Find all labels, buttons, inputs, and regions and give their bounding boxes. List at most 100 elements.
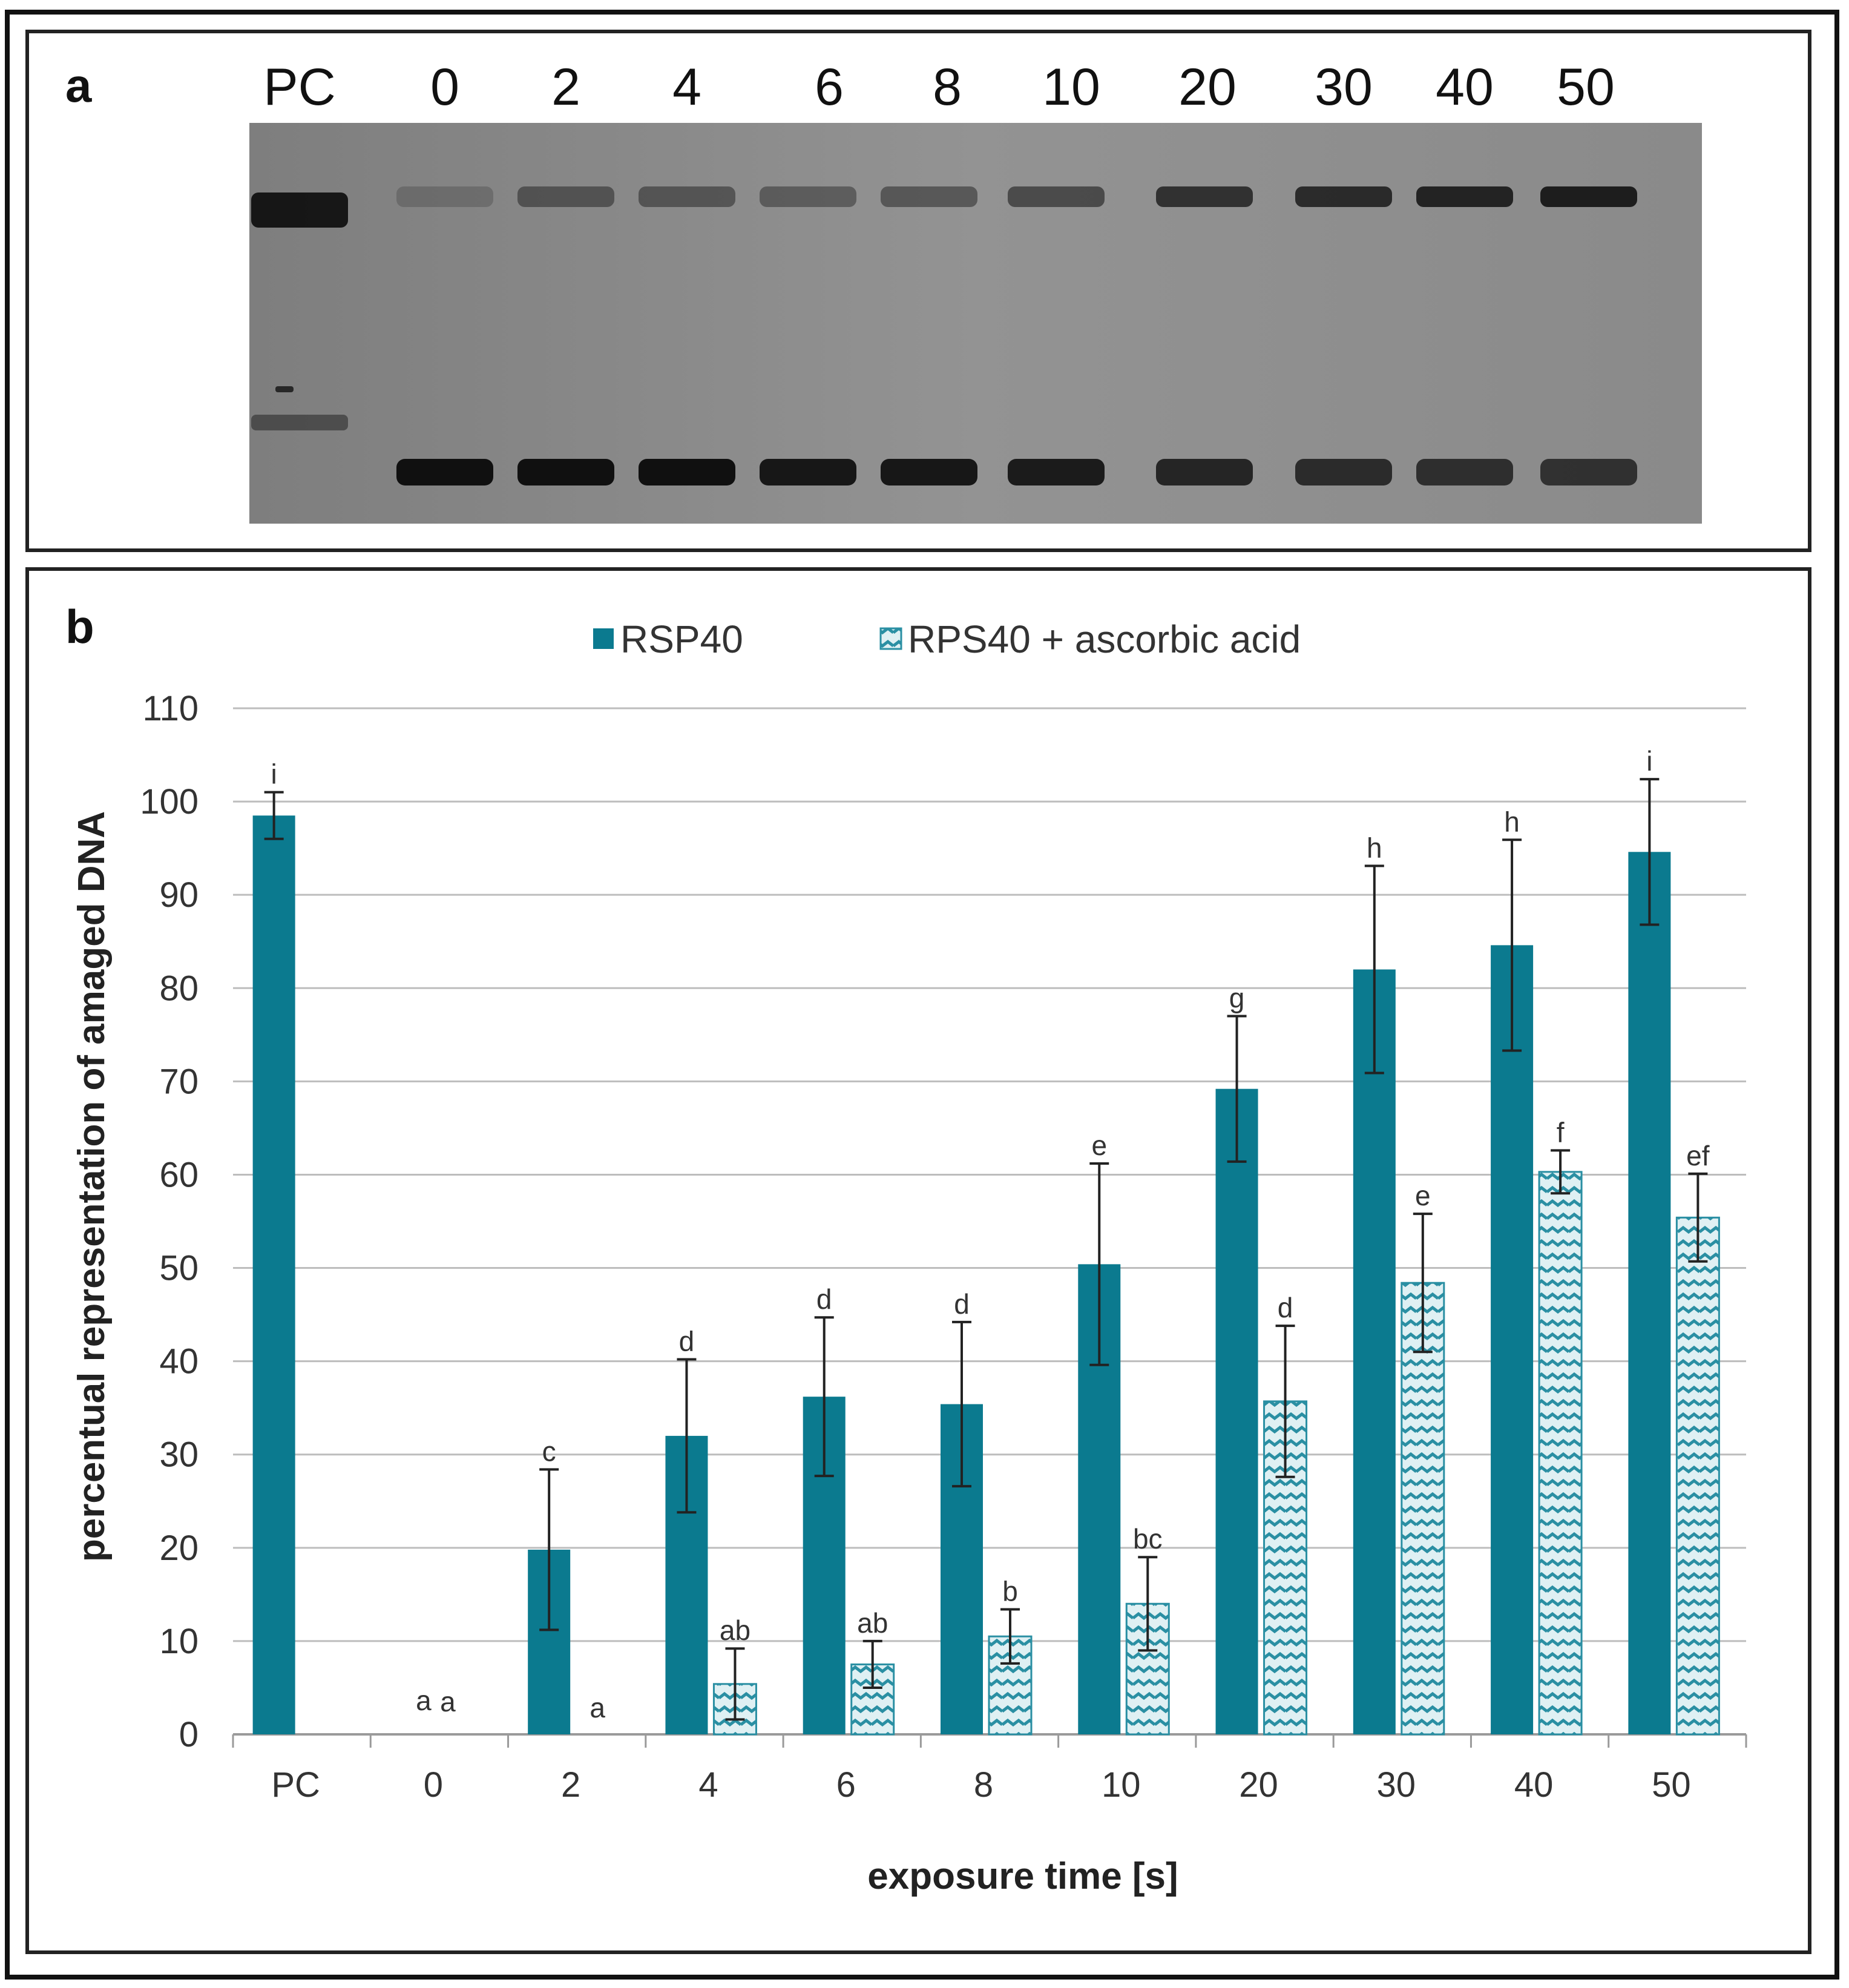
significance-label: g xyxy=(1229,982,1245,1014)
gel-band-upper xyxy=(1416,186,1513,207)
x-tick-label: 6 xyxy=(836,1765,856,1805)
gel-band-upper xyxy=(1540,186,1637,207)
significance-label: ef xyxy=(1686,1140,1710,1171)
significance-label: h xyxy=(1367,832,1382,863)
gel-bands xyxy=(251,186,1637,485)
gel-lane-label: 40 xyxy=(1436,58,1494,116)
significance-label: ab xyxy=(720,1614,750,1646)
x-tick-label: 8 xyxy=(974,1765,993,1805)
significance-label: d xyxy=(816,1283,832,1315)
legend: RSP40 RPS40 + ascorbic acid xyxy=(593,617,1301,661)
gel-band-lower xyxy=(1540,459,1637,485)
significance-label: h xyxy=(1504,806,1520,837)
significance-label: b xyxy=(1002,1576,1018,1607)
x-axis-title: exposure time [s] xyxy=(867,1855,1178,1897)
y-axis-title: percentual representation of amaged DNA xyxy=(71,811,113,1562)
legend-swatch-rps40-ascorbic xyxy=(879,627,902,650)
gel-band-lower xyxy=(251,415,348,430)
panel-a: a PC 0 2 4 6 8 10 20 30 40 50 xyxy=(25,30,1811,552)
gel-lane-label: 8 xyxy=(933,58,962,116)
y-tick-label: 0 xyxy=(179,1715,199,1754)
gel-lane-label: PC xyxy=(263,58,335,116)
gel-band-lower xyxy=(517,459,614,485)
x-tick-label: 40 xyxy=(1514,1765,1554,1805)
gel-band-lower xyxy=(1416,459,1513,485)
gel-band-lower xyxy=(396,459,493,485)
gel-band-lower xyxy=(881,459,977,485)
bar-rps40-ascorbic xyxy=(1675,1216,1720,1736)
x-tick-label: 0 xyxy=(424,1765,443,1805)
legend-label-rps40-ascorbic: RPS40 + ascorbic acid xyxy=(908,617,1301,661)
y-tick-label: 50 xyxy=(159,1249,199,1288)
gel-band-lower xyxy=(1156,459,1253,485)
significance-label: a xyxy=(440,1686,456,1717)
gel-band-upper xyxy=(639,186,735,207)
gel-band-upper xyxy=(1008,186,1105,207)
gel-band-lower xyxy=(1295,459,1392,485)
x-tick-label: PC xyxy=(271,1765,320,1805)
gel-lane-label: 20 xyxy=(1178,58,1236,116)
x-tick-label: 20 xyxy=(1239,1765,1278,1805)
legend-swatch-rsp40 xyxy=(593,628,614,649)
y-axis-tick-labels: 0 10 20 30 40 50 60 70 80 90 100 110 xyxy=(140,689,199,1754)
x-tick-label: 4 xyxy=(698,1765,718,1805)
bar-rsp40 xyxy=(1491,945,1534,1734)
bar-rps40-ascorbic xyxy=(1538,1171,1583,1736)
significance-label: i xyxy=(271,759,277,790)
gel-band-upper xyxy=(517,186,614,207)
gel-band-lower xyxy=(760,459,856,485)
gel-lane-label: 4 xyxy=(672,58,701,116)
y-tick-label: 60 xyxy=(159,1155,199,1194)
y-tick-label: 110 xyxy=(143,689,199,728)
significance-label: bc xyxy=(1133,1523,1163,1555)
x-tick-label: 30 xyxy=(1377,1765,1416,1805)
significance-label: a xyxy=(416,1685,432,1716)
x-tick-label: 50 xyxy=(1652,1765,1691,1805)
y-tick-label: 40 xyxy=(159,1342,199,1381)
gel-band-upper xyxy=(760,186,856,207)
significance-label: i xyxy=(1646,745,1652,777)
gel-lane-label: 50 xyxy=(1557,58,1615,116)
gel-band-upper xyxy=(396,186,493,207)
bar-rsp40 xyxy=(1353,969,1396,1734)
gel-lane-label: 6 xyxy=(815,58,844,116)
x-tick-label: 2 xyxy=(561,1765,580,1805)
gel-band-lower xyxy=(639,459,735,485)
significance-label: e xyxy=(1091,1130,1107,1161)
gel-band-upper xyxy=(1295,186,1392,207)
gel-lane-labels: PC 0 2 4 6 8 10 20 30 40 50 xyxy=(263,58,1615,116)
panel-b: b RSP40 RPS40 + ascorbic acid 0102030405… xyxy=(25,567,1811,1954)
y-tick-label: 30 xyxy=(159,1435,199,1475)
y-tick-label: 100 xyxy=(140,782,199,821)
significance-label: ab xyxy=(857,1607,888,1639)
y-tick-label: 80 xyxy=(159,969,199,1008)
gel-lane-label: 2 xyxy=(551,58,580,116)
y-tick-label: 20 xyxy=(159,1529,199,1568)
gel-band-upper xyxy=(251,193,348,228)
significance-label: d xyxy=(954,1288,970,1320)
significance-label: c xyxy=(542,1435,556,1467)
gel-band-upper xyxy=(1156,186,1253,207)
gel-lane-label: 0 xyxy=(430,58,459,116)
significance-label: f xyxy=(1557,1116,1565,1148)
gel-lane-label: 30 xyxy=(1315,58,1373,116)
x-axis: PC 0 2 4 6 8 10 20 30 40 50 xyxy=(232,1734,1747,1805)
bar-rsp40 xyxy=(1215,1088,1258,1734)
gel-band-upper xyxy=(881,186,977,207)
significance-label: a xyxy=(590,1692,605,1723)
significance-label: d xyxy=(679,1326,695,1357)
gel-band-lower xyxy=(1008,459,1105,485)
bar-rps40-ascorbic xyxy=(1401,1282,1445,1736)
significance-label: e xyxy=(1415,1180,1431,1211)
bar-rsp40 xyxy=(1628,852,1671,1734)
y-tick-label: 70 xyxy=(159,1062,199,1101)
significance-label: d xyxy=(1278,1292,1293,1323)
bar-rsp40 xyxy=(252,815,295,1734)
outer-frame xyxy=(5,10,1839,1980)
panel-b-letter: b xyxy=(65,600,94,653)
x-tick-label: 10 xyxy=(1102,1765,1141,1805)
y-tick-label: 10 xyxy=(159,1622,199,1661)
y-tick-label: 90 xyxy=(159,875,199,915)
